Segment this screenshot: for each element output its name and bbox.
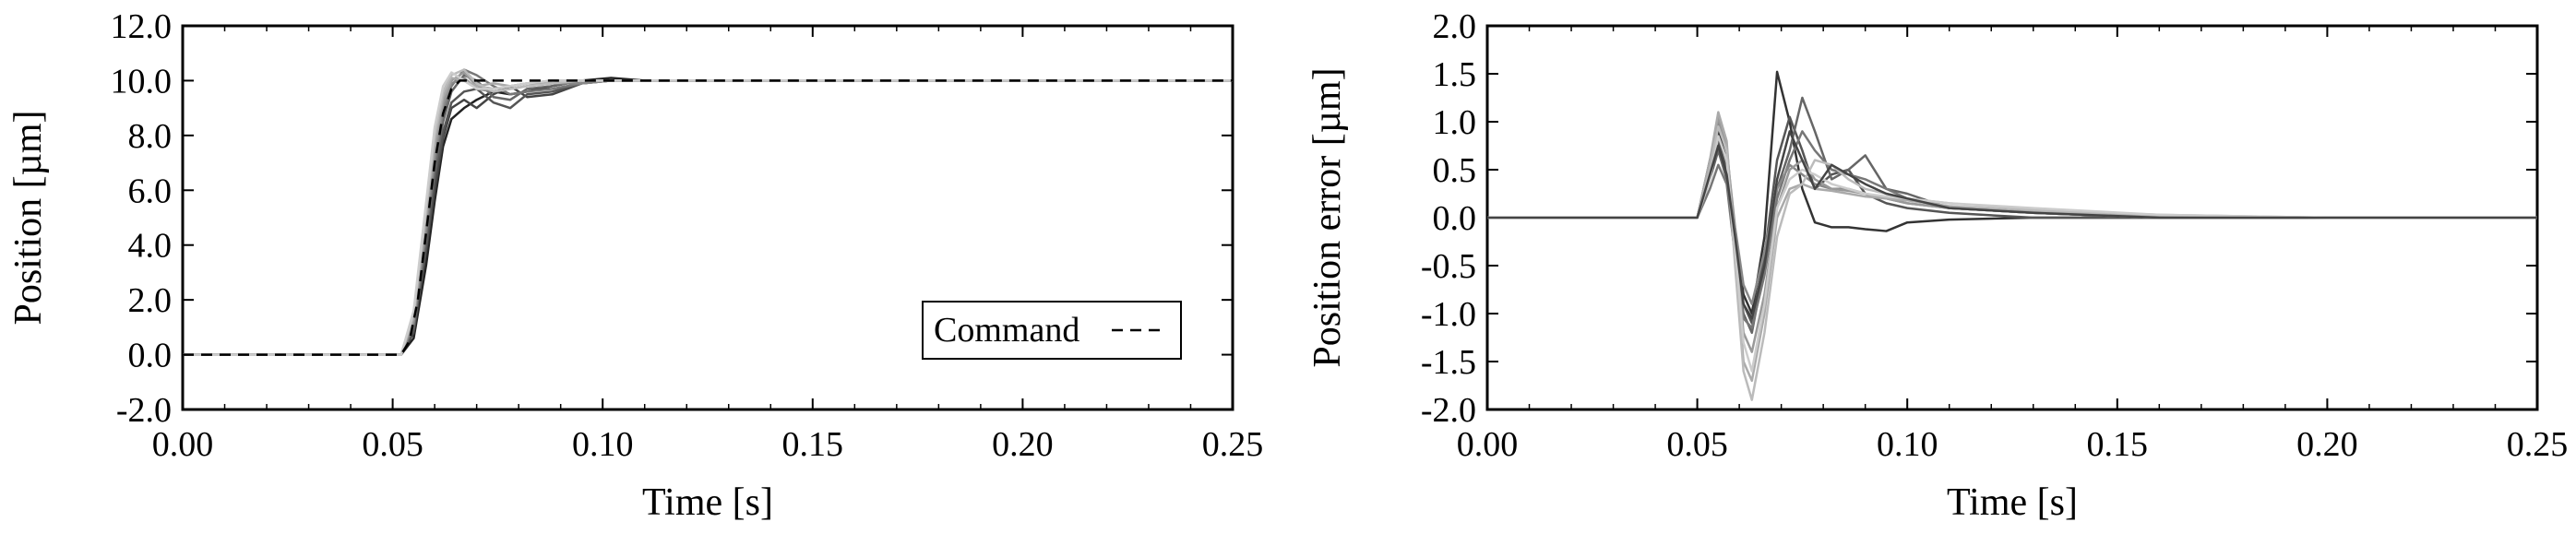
y-tick-label: 2.0 <box>1433 7 1477 46</box>
legend-label-command: Command <box>934 311 1079 350</box>
y-tick-label: -0.5 <box>1421 247 1476 286</box>
command-line <box>183 79 1233 356</box>
y-tick-label: 8.0 <box>128 117 173 156</box>
x-tick-label: 0.10 <box>572 425 634 464</box>
series-line-6 <box>1487 115 2537 353</box>
axis-ticks: 0.00 0.05 0.10 0.15 0.20 0.25 -2.0 -1.5 -1.0 -0.5… <box>1421 7 2568 464</box>
y-tick-label: 1.5 <box>1433 55 1477 94</box>
series-group <box>183 68 1233 356</box>
y-tick-label: -2.0 <box>1421 391 1476 430</box>
series-group <box>1487 70 2537 401</box>
legend: Command <box>922 301 1182 360</box>
position-chart: 0.00 0.05 0.10 0.15 0.20 0.25 -2.0 0.0 2.0 4.0 6.0… <box>7 7 1263 524</box>
y-tick-label: -1.0 <box>1421 295 1476 334</box>
x-tick-label: 0.05 <box>362 425 423 464</box>
series-line-7 <box>1487 111 2537 383</box>
y-tick-label: 6.0 <box>128 172 173 210</box>
y-tick-label: 0.0 <box>128 337 173 375</box>
x-tick-label: 0.05 <box>1666 425 1728 464</box>
y-tick-label: 1.0 <box>1433 103 1477 142</box>
y-tick-label: -1.5 <box>1421 343 1476 382</box>
x-tick-label: 0.25 <box>2507 425 2569 464</box>
x-tick-label: 0.20 <box>2296 425 2358 464</box>
y-tick-label: 2.0 <box>128 281 173 320</box>
series-line-3 <box>1487 96 2537 335</box>
y-tick-label: 0.5 <box>1433 151 1477 190</box>
x-axis-label: Time [s] <box>642 481 773 524</box>
y-axis-label: Position error [µm] <box>1306 67 1349 367</box>
x-tick-label: 0.00 <box>1457 425 1519 464</box>
x-tick-label: 0.15 <box>782 425 844 464</box>
x-tick-label: 0.20 <box>992 425 1054 464</box>
y-tick-label: -2.0 <box>116 391 172 430</box>
axis-ticks: 0.00 0.05 0.10 0.15 0.20 0.25 -2.0 0.0 2.0 4.0 6.0… <box>111 7 1264 464</box>
x-axis-label: Time [s] <box>1947 481 2078 524</box>
plot-area-frame <box>181 24 1234 411</box>
series-line-4 <box>1487 130 2537 329</box>
series-line-10 <box>1487 130 2537 320</box>
series-line-5 <box>1487 120 2537 305</box>
series-line-9 <box>1487 135 2537 373</box>
y-tick-label: 0.0 <box>1433 199 1477 238</box>
y-tick-label: 12.0 <box>111 7 173 46</box>
series-line-10 <box>183 71 1233 356</box>
series-line-8 <box>1487 125 2537 401</box>
y-tick-label: 4.0 <box>128 227 173 266</box>
y-axis-label: Position [µm] <box>7 110 50 325</box>
x-tick-label: 0.00 <box>152 425 214 464</box>
series-line-2 <box>1487 115 2537 325</box>
position-error-chart: 0.00 0.05 0.10 0.15 0.20 0.25 -2.0 -1.5 -1.0 -0.5… <box>1306 7 2568 524</box>
x-tick-label: 0.10 <box>1877 425 1938 464</box>
x-tick-label: 0.15 <box>2087 425 2149 464</box>
x-tick-label: 0.25 <box>1202 425 1264 464</box>
series-line-1 <box>1487 70 2537 315</box>
y-tick-label: 10.0 <box>111 62 173 101</box>
